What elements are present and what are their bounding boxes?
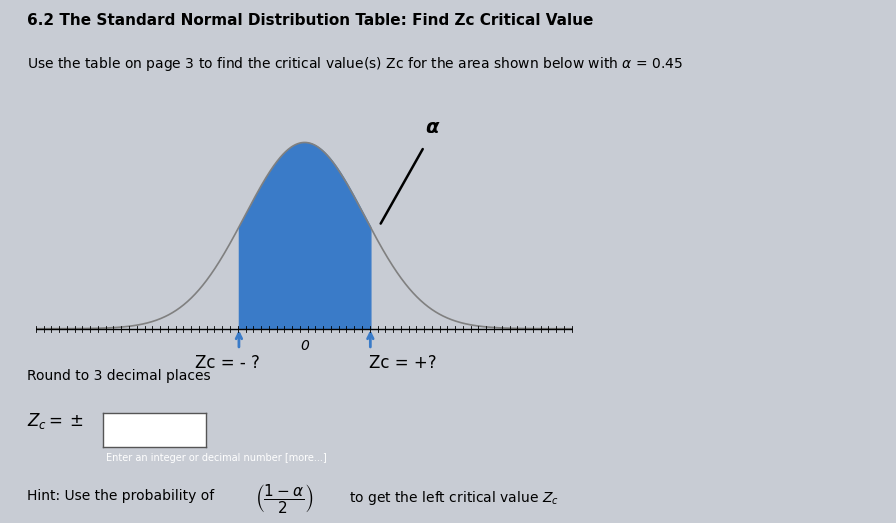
Text: to get the left critical value $Z_c$: to get the left critical value $Z_c$ (349, 489, 559, 507)
Text: 6.2 The Standard Normal Distribution Table: Find Zc Critical Value: 6.2 The Standard Normal Distribution Tab… (27, 13, 593, 28)
Text: Zc = +?: Zc = +? (369, 355, 437, 372)
Text: Zc = - ?: Zc = - ? (194, 355, 260, 372)
Text: α: α (426, 118, 439, 138)
Text: Use the table on page 3 to find the critical value(s) Zc for the area shown belo: Use the table on page 3 to find the crit… (27, 55, 683, 73)
Text: $Z_c = \pm$: $Z_c = \pm$ (27, 411, 83, 430)
Text: Enter an integer or decimal number [more...]: Enter an integer or decimal number [more… (107, 453, 327, 463)
Text: $\left(\dfrac{1-\alpha}{2}\right)$: $\left(\dfrac{1-\alpha}{2}\right)$ (255, 482, 314, 515)
Text: Round to 3 decimal places: Round to 3 decimal places (27, 369, 211, 383)
Text: Hint: Use the probability of: Hint: Use the probability of (27, 489, 214, 503)
Text: 0: 0 (300, 339, 309, 353)
